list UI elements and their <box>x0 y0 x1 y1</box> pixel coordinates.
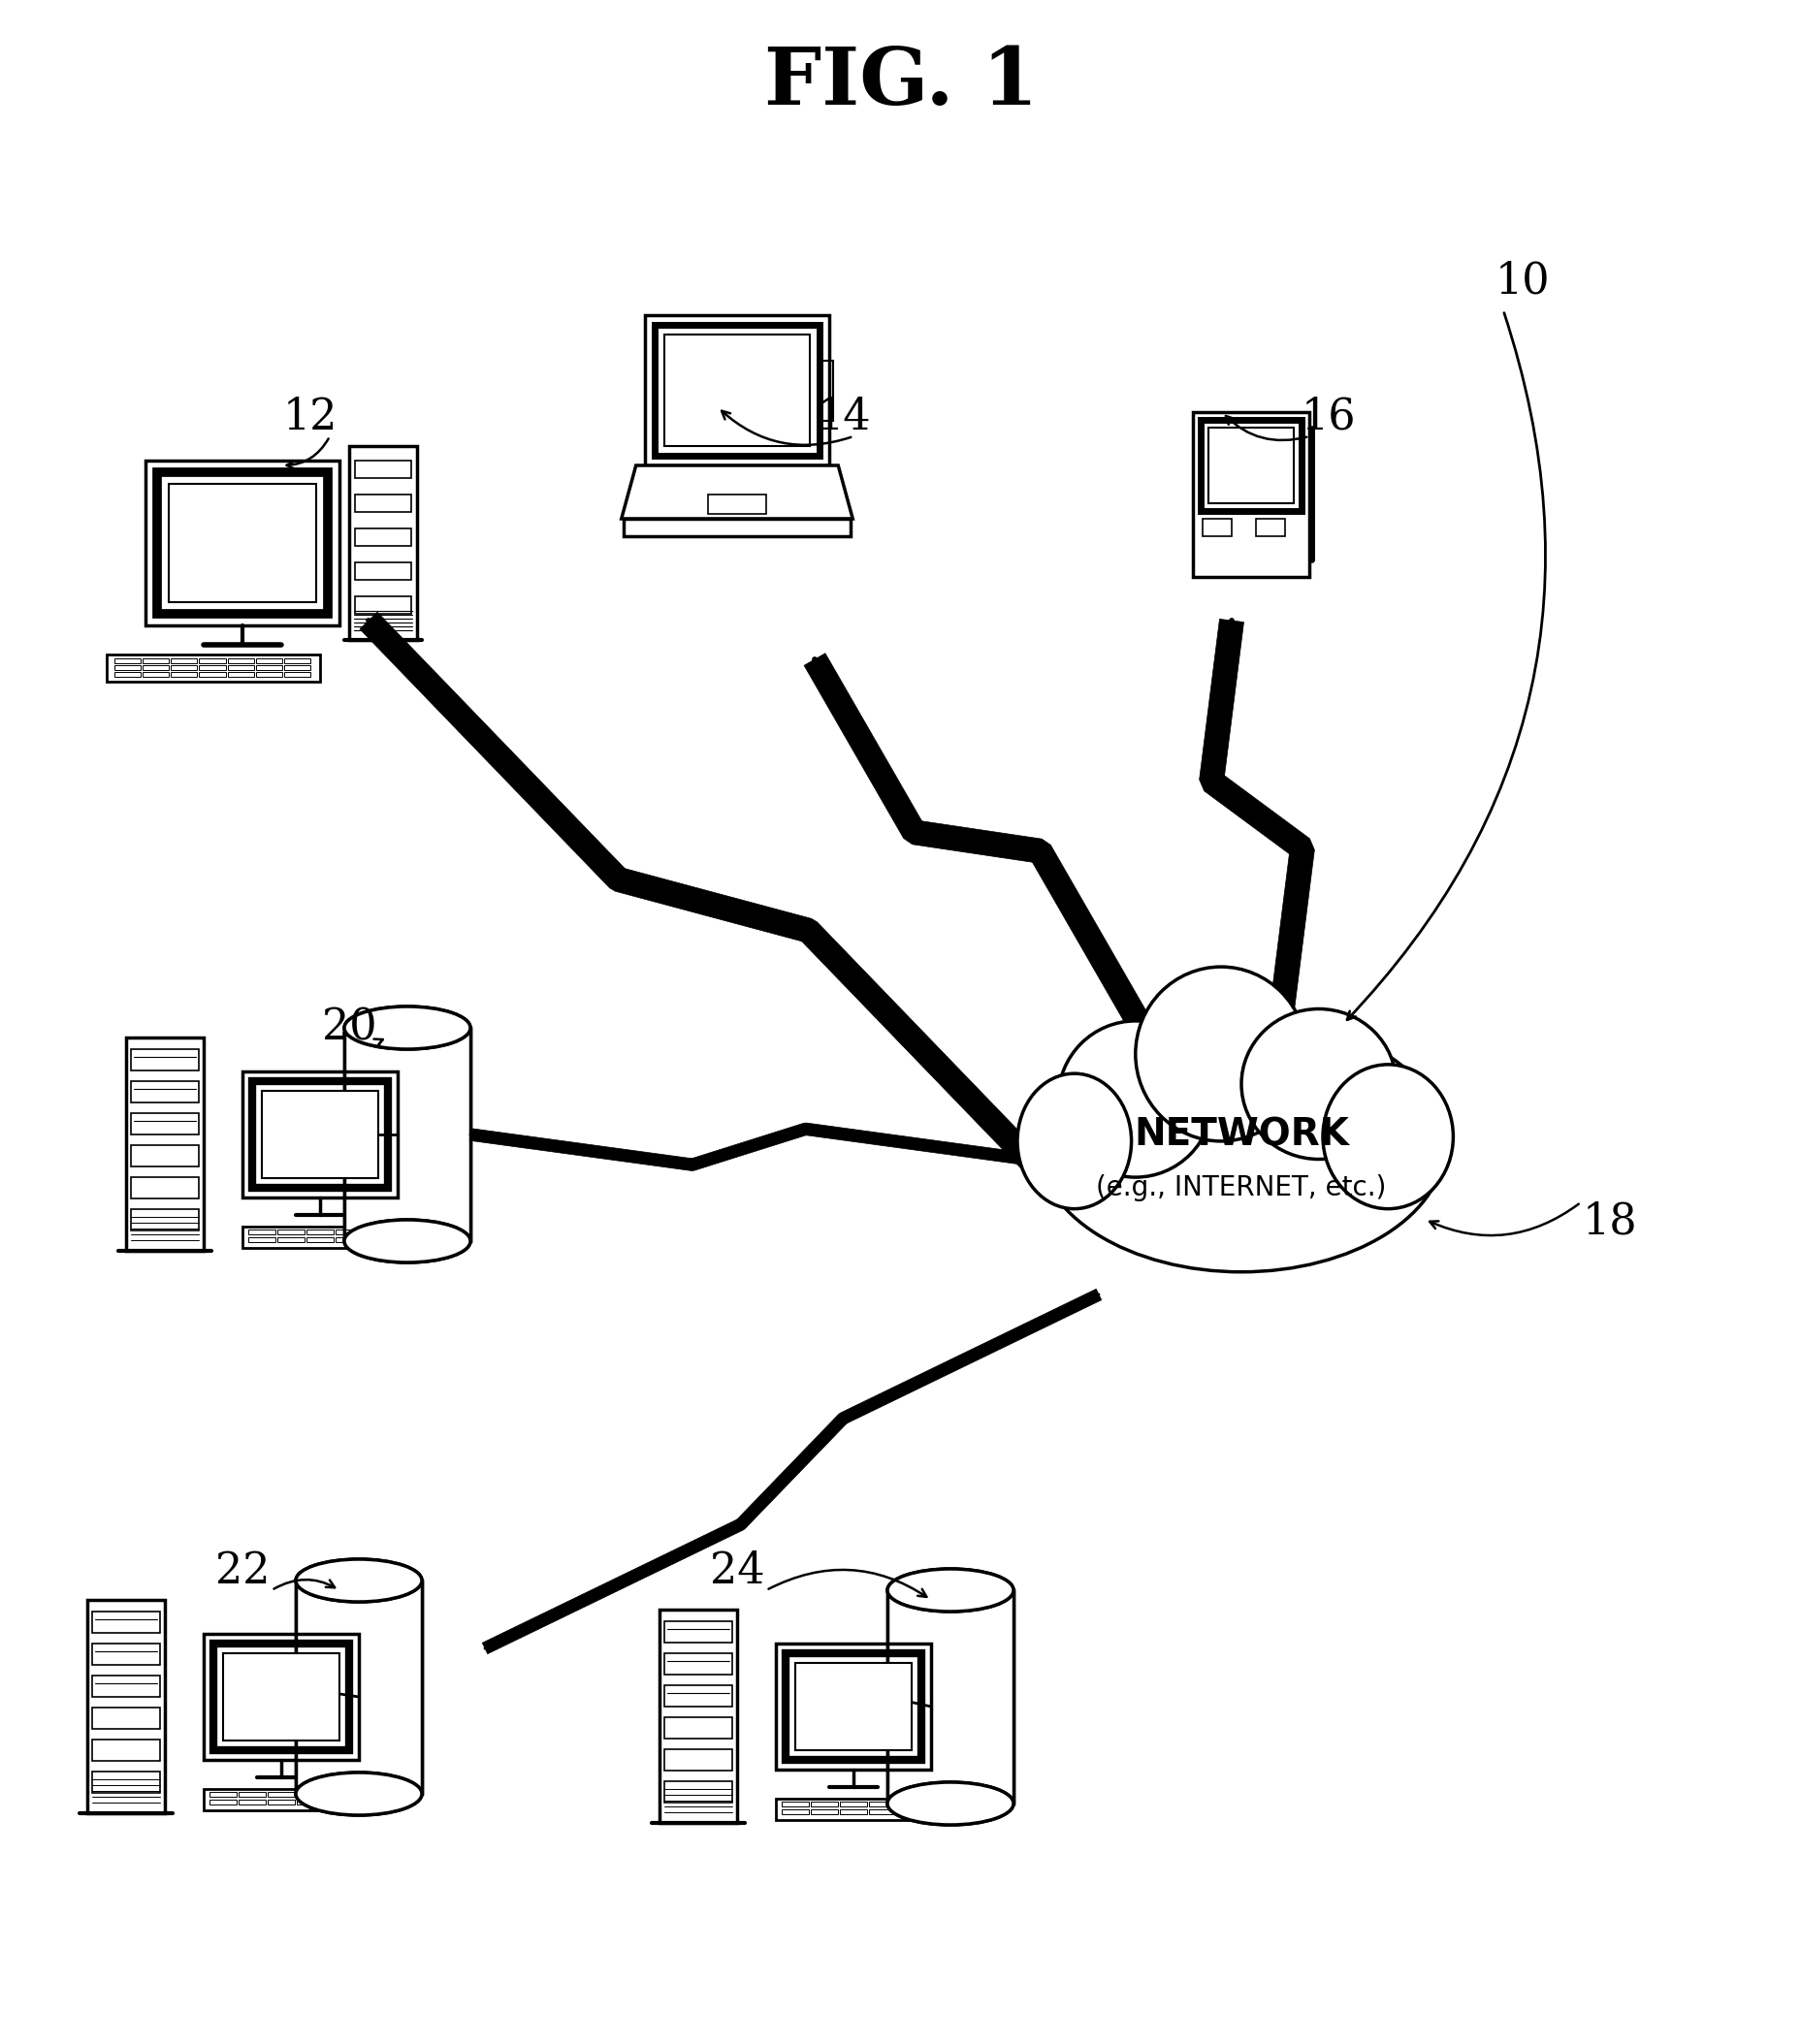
Ellipse shape <box>1037 1016 1444 1271</box>
Ellipse shape <box>1135 967 1306 1141</box>
FancyBboxPatch shape <box>295 1580 421 1795</box>
Ellipse shape <box>295 1772 421 1815</box>
FancyBboxPatch shape <box>1199 419 1300 511</box>
FancyArrowPatch shape <box>1428 1204 1578 1235</box>
Ellipse shape <box>886 1782 1012 1825</box>
FancyBboxPatch shape <box>261 1091 378 1177</box>
FancyArrowPatch shape <box>720 411 850 446</box>
Text: 22: 22 <box>214 1549 270 1592</box>
Polygon shape <box>360 611 1066 1198</box>
FancyBboxPatch shape <box>1208 427 1293 503</box>
Ellipse shape <box>1018 1073 1131 1208</box>
FancyBboxPatch shape <box>794 1664 911 1750</box>
FancyArrowPatch shape <box>274 1580 335 1588</box>
Ellipse shape <box>295 1560 421 1602</box>
Text: FIG. 1: FIG. 1 <box>764 43 1037 121</box>
FancyArrowPatch shape <box>373 1038 382 1047</box>
FancyBboxPatch shape <box>223 1654 339 1741</box>
Text: 14: 14 <box>816 397 870 437</box>
Polygon shape <box>803 654 1149 1030</box>
Ellipse shape <box>344 1006 470 1049</box>
Text: 10: 10 <box>1495 260 1549 303</box>
FancyArrowPatch shape <box>1225 415 1306 439</box>
Ellipse shape <box>344 1220 470 1263</box>
Ellipse shape <box>886 1782 1012 1825</box>
Text: 12: 12 <box>283 397 337 437</box>
Ellipse shape <box>344 1006 470 1049</box>
Text: 20: 20 <box>322 1008 376 1049</box>
Polygon shape <box>483 1290 1100 1654</box>
Ellipse shape <box>1241 1010 1396 1159</box>
FancyBboxPatch shape <box>344 1028 470 1241</box>
Ellipse shape <box>886 1570 1012 1611</box>
FancyBboxPatch shape <box>169 484 315 603</box>
Polygon shape <box>621 466 852 519</box>
FancyArrowPatch shape <box>286 439 328 468</box>
Text: (e.g., INTERNET, etc.): (e.g., INTERNET, etc.) <box>1095 1173 1385 1202</box>
Text: 18: 18 <box>1581 1200 1637 1243</box>
Ellipse shape <box>1057 1020 1212 1177</box>
FancyBboxPatch shape <box>886 1590 1012 1803</box>
Ellipse shape <box>1322 1065 1452 1208</box>
Polygon shape <box>470 1122 1028 1171</box>
Ellipse shape <box>344 1220 470 1263</box>
Ellipse shape <box>886 1570 1012 1611</box>
Text: NETWORK: NETWORK <box>1133 1116 1349 1153</box>
Text: 24: 24 <box>710 1549 764 1592</box>
FancyBboxPatch shape <box>665 335 809 446</box>
FancyArrowPatch shape <box>769 1570 926 1596</box>
Polygon shape <box>1199 619 1313 1010</box>
Ellipse shape <box>295 1560 421 1602</box>
Text: 16: 16 <box>1300 397 1356 437</box>
Ellipse shape <box>295 1772 421 1815</box>
FancyArrowPatch shape <box>1347 313 1545 1020</box>
